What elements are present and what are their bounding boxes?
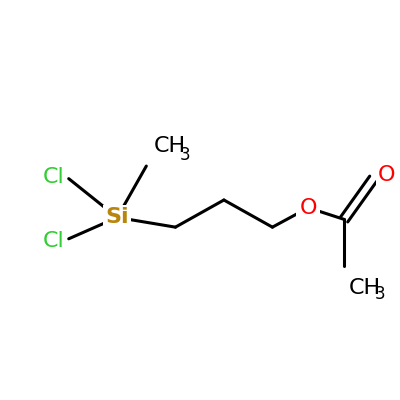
Text: O: O: [378, 165, 396, 185]
Text: Cl: Cl: [43, 167, 65, 187]
Text: 3: 3: [374, 285, 385, 303]
Text: Si: Si: [106, 208, 129, 228]
Text: CH: CH: [154, 136, 186, 156]
Text: CH: CH: [349, 278, 381, 298]
Text: Cl: Cl: [43, 231, 65, 251]
Text: 3: 3: [179, 146, 190, 164]
Text: O: O: [300, 198, 317, 218]
